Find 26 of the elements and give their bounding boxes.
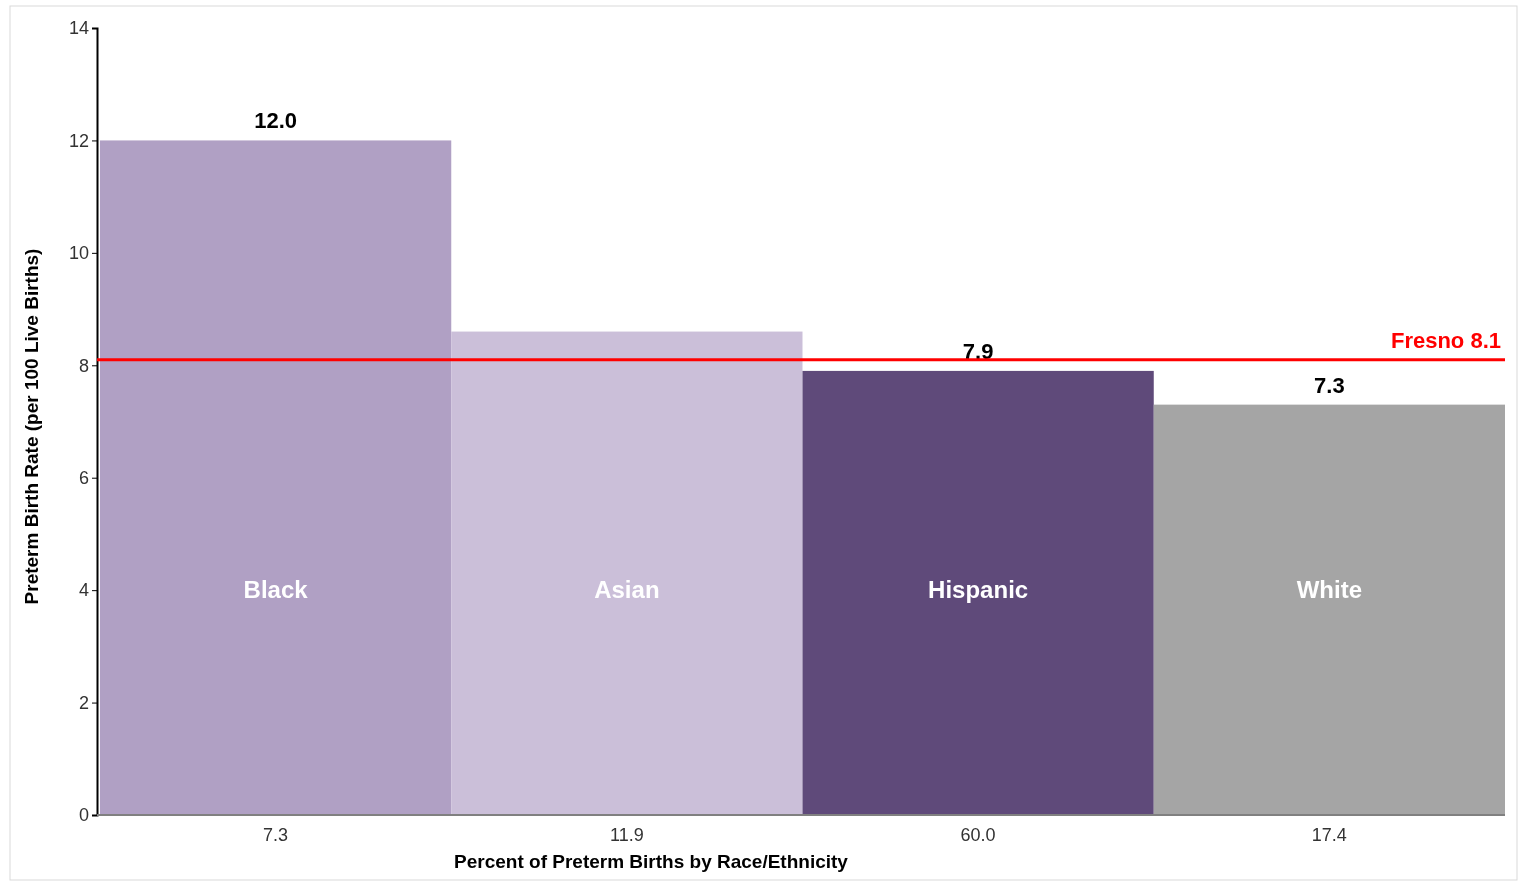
y-tick-label: 0 bbox=[78, 805, 89, 826]
data-label: 12.0 bbox=[254, 108, 298, 134]
x-tick-label: 7.3 bbox=[263, 825, 289, 845]
y-tick-label: 10 bbox=[68, 243, 89, 264]
y-tick-label: 8 bbox=[78, 355, 89, 376]
x-tick-label: 11.9 bbox=[610, 825, 644, 845]
y-tick-label: 12 bbox=[68, 130, 89, 151]
x-tick-label: 17.4 bbox=[1311, 825, 1347, 845]
annotation: Asian bbox=[594, 576, 660, 604]
bar bbox=[100, 140, 452, 815]
x-tick-label: 60.0 bbox=[960, 825, 996, 845]
y-tick-label: 6 bbox=[78, 467, 89, 488]
x-axis-title: Percent of Preterm Births by Race/Ethnicity bbox=[454, 851, 849, 872]
bar bbox=[1153, 404, 1505, 815]
ref-line-label: Fresno 8.1 bbox=[1390, 327, 1501, 353]
annotation: Black bbox=[243, 576, 309, 604]
annotation: White bbox=[1296, 576, 1363, 604]
y-tick-label: 4 bbox=[78, 580, 89, 601]
annotation: Hispanic bbox=[928, 576, 1029, 604]
y-axis-title: Preterm Birth Rate (per 100 Live Births) bbox=[21, 248, 42, 605]
bar bbox=[802, 370, 1154, 815]
data-label: 7.9 bbox=[962, 338, 994, 364]
y-tick-label: 2 bbox=[78, 692, 89, 713]
y-tick-label: 14 bbox=[68, 18, 89, 39]
bar bbox=[451, 331, 803, 815]
data-label: 7.3 bbox=[1314, 372, 1345, 398]
